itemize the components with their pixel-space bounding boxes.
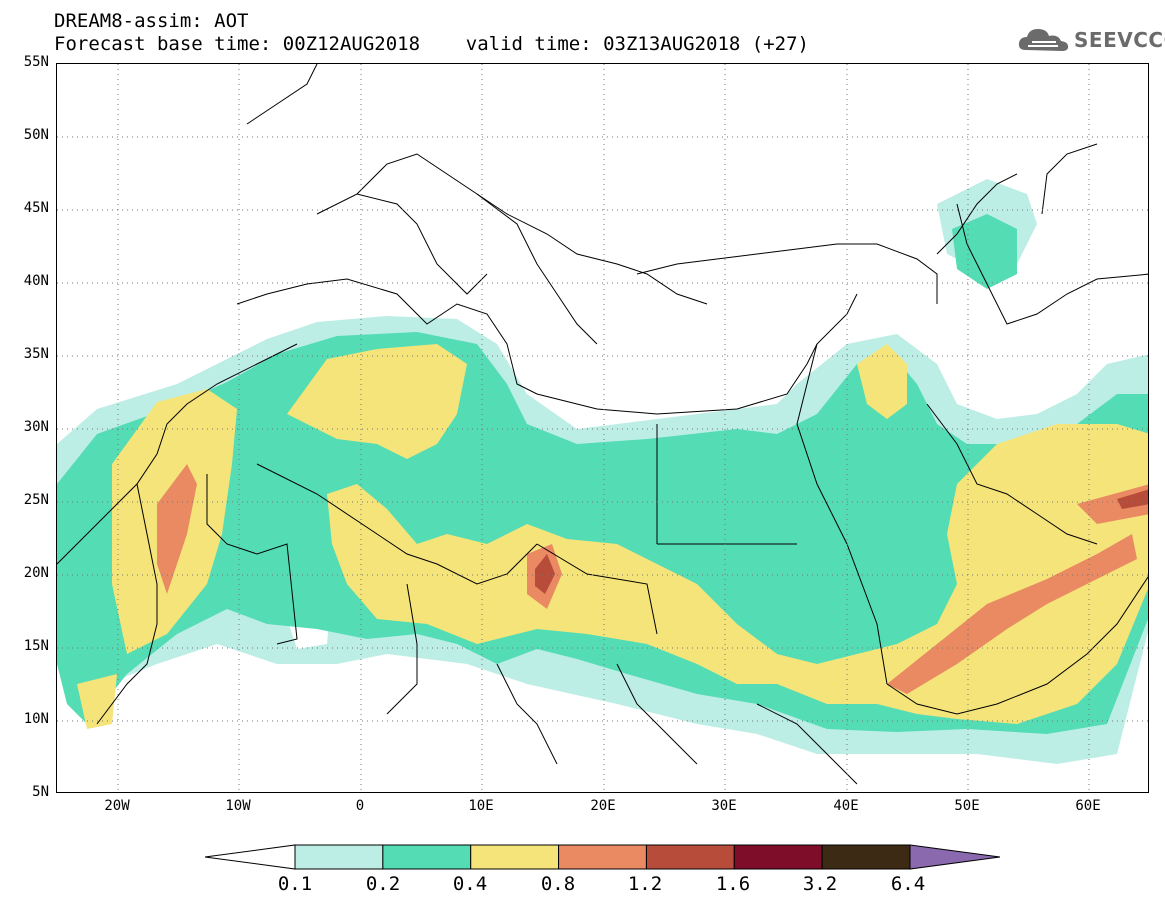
lon-label-60e: 60E — [1075, 798, 1101, 814]
colorbar-segment-1 — [382, 844, 472, 870]
lat-label-40n: 40N — [23, 273, 49, 289]
lon-label-40e: 40E — [833, 798, 859, 814]
lat-label-50n: 50N — [23, 127, 49, 143]
colorbar-segment-3 — [558, 844, 647, 870]
lon-label-30e: 30E — [711, 798, 737, 814]
logo-text: SEEVCCC — [1074, 28, 1165, 52]
colorbar-label-7: 6.4 — [890, 873, 926, 895]
lon-label-50e: 50E — [954, 798, 980, 814]
colorbar-label-2: 0.4 — [452, 873, 488, 895]
forecast-time-subtitle: Forecast base time: 00Z12AUG2018 valid t… — [54, 33, 809, 55]
colorbar-segment-2 — [470, 844, 560, 870]
colorbar-segment-5 — [733, 844, 823, 870]
aot-band-1.2 — [535, 489, 1148, 594]
map-plot-area — [56, 63, 1149, 793]
seevccc-logo: SEEVCCC — [1016, 24, 1165, 58]
lat-label-25n: 25N — [23, 492, 49, 508]
aot-colorbar — [205, 844, 1000, 870]
lat-label-55n: 55N — [23, 54, 49, 70]
lon-label-0: 0 — [355, 798, 365, 814]
lon-label-10e: 10E — [468, 798, 494, 814]
colorbar-label-1: 0.2 — [365, 873, 401, 895]
colorbar-label-4: 1.2 — [627, 873, 663, 895]
colorbar-lower-arrow — [205, 844, 296, 870]
colorbar-segments — [294, 844, 911, 870]
colorbar-label-0: 0.1 — [277, 873, 313, 895]
lat-label-45n: 45N — [23, 200, 49, 216]
colorbar-label-3: 0.8 — [540, 873, 576, 895]
lat-label-10n: 10N — [23, 711, 49, 727]
colorbar-label-5: 1.6 — [715, 873, 751, 895]
colorbar-segment-0 — [294, 844, 384, 870]
lon-label-20w: 20W — [104, 798, 130, 814]
lat-label-35n: 35N — [23, 346, 49, 362]
lon-label-10w: 10W — [225, 798, 251, 814]
lat-label-5n: 5N — [32, 784, 49, 800]
colorbar-upper-arrow — [909, 844, 1000, 870]
colorbar-segment-6 — [821, 844, 911, 870]
lat-label-15n: 15N — [23, 638, 49, 654]
chart-title: DREAM8-assim: AOT — [54, 10, 249, 32]
cloud-icon — [1018, 29, 1069, 51]
grid-lines — [57, 64, 1148, 792]
colorbar-label-6: 3.2 — [802, 873, 838, 895]
colorbar-segment-4 — [645, 844, 735, 870]
lat-label-30n: 30N — [23, 419, 49, 435]
lat-label-20n: 20N — [23, 565, 49, 581]
lon-label-20e: 20E — [590, 798, 616, 814]
coastlines-and-borders — [57, 64, 1148, 785]
aot-map-svg — [57, 64, 1148, 792]
